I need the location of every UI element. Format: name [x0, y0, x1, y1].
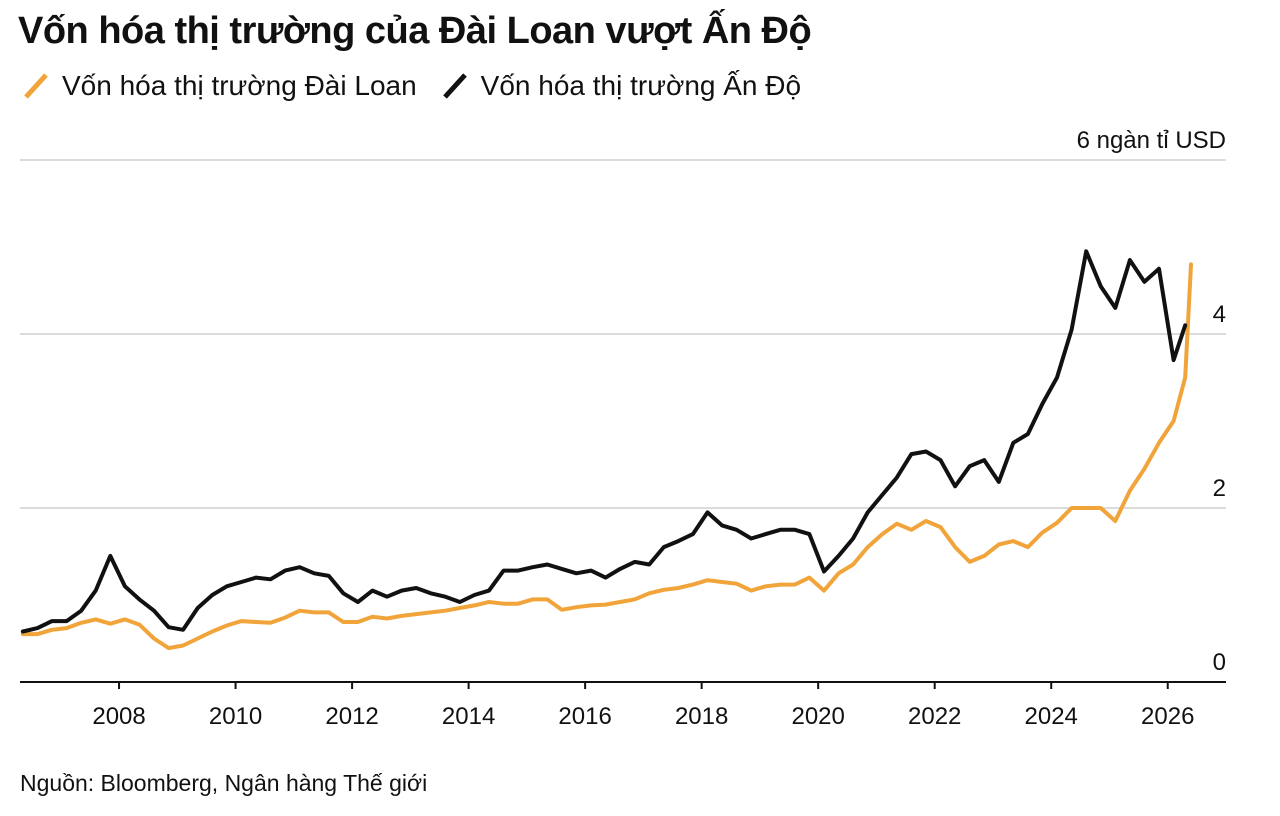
x-tick-label: 2008 — [92, 703, 145, 730]
legend-label-taiwan: Vốn hóa thị trường Đài Loan — [62, 70, 417, 101]
legend-item-taiwan: Vốn hóa thị trường Đài Loan — [20, 70, 417, 102]
x-tick-label: 2022 — [908, 703, 961, 730]
x-tick-label: 2024 — [1025, 703, 1078, 730]
chart-title: Vốn hóa thị trường của Đài Loan vượt Ấn … — [18, 10, 812, 52]
x-tick-label: 2012 — [325, 703, 378, 730]
x-tick-label: 2010 — [209, 703, 262, 730]
source-note: Nguồn: Bloomberg, Ngân hàng Thế giới — [20, 770, 428, 796]
y-tick-label: 6 ngàn tỉ USD — [1077, 127, 1226, 154]
line-swatch-icon — [20, 70, 52, 102]
y-tick-label: 4 — [1213, 301, 1226, 328]
line-chart: 0 2 4 6 ngàn tỉ USD 2008 2010 2012 2014 2016 2018… — [20, 127, 1226, 730]
x-tick-label: 2016 — [558, 703, 611, 730]
x-tick-label: 2020 — [791, 703, 844, 730]
y-tick-label: 2 — [1213, 475, 1226, 502]
series-line-india — [20, 249, 1188, 634]
x-tick-label: 2026 — [1141, 703, 1194, 730]
legend-item-india: Vốn hóa thị trường Ấn Độ — [439, 70, 801, 102]
series-line-taiwan — [20, 262, 1193, 651]
line-swatch-icon — [439, 70, 471, 102]
y-tick-label: 0 — [1213, 649, 1226, 676]
legend-label-india: Vốn hóa thị trường Ấn Độ — [480, 70, 802, 101]
x-tick-label: 2018 — [675, 703, 728, 730]
x-tick-label: 2014 — [442, 703, 495, 730]
legend: Vốn hóa thị trường Đài Loan Vốn hóa thị … — [20, 66, 823, 106]
